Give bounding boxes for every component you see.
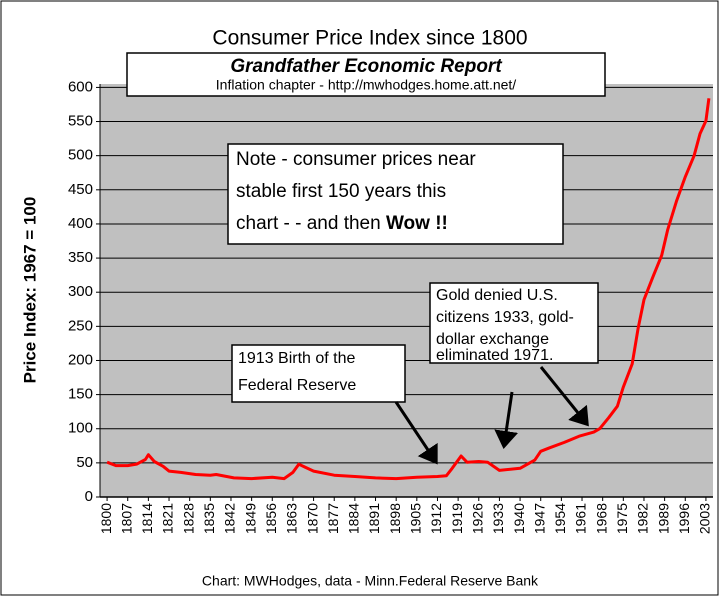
x-tick-label: 1863 bbox=[284, 503, 300, 534]
x-tick-label: 1828 bbox=[180, 503, 196, 534]
subtitle: Grandfather Economic Report bbox=[230, 56, 502, 77]
y-tick-label: 400 bbox=[68, 215, 93, 232]
x-tick-label: 1940 bbox=[511, 503, 527, 534]
y-tick-label: 300 bbox=[68, 283, 93, 300]
x-tick-label: 1961 bbox=[573, 503, 589, 534]
x-tick-label: 1996 bbox=[676, 503, 692, 534]
gold-box bbox=[429, 282, 599, 364]
note-line: Note - consumer prices near bbox=[236, 149, 476, 170]
x-tick-label: 1926 bbox=[469, 503, 485, 534]
y-tick-label: 550 bbox=[68, 113, 93, 130]
y-tick-label: 200 bbox=[68, 351, 93, 368]
x-tick-label: 1905 bbox=[408, 503, 424, 534]
x-tick-label: 1968 bbox=[593, 503, 609, 534]
footer: Chart: MWHodges, data - Minn.Federal Res… bbox=[202, 573, 539, 589]
x-tick-label: 1947 bbox=[531, 503, 547, 534]
annotation-line: citizens 1933, gold- bbox=[436, 309, 574, 326]
subtitle-box bbox=[126, 52, 606, 97]
x-tick-label: 1912 bbox=[428, 503, 444, 534]
y-axis-label: Price Index: 1967 = 100 bbox=[20, 197, 39, 384]
x-tick-label: 1835 bbox=[201, 503, 217, 534]
x-tick-label: 1842 bbox=[222, 503, 238, 534]
arrow bbox=[394, 401, 438, 465]
y-tick-label: 500 bbox=[68, 147, 93, 164]
note-line: stable first 150 years this bbox=[236, 181, 446, 202]
note-line: chart - - and then Wow !! bbox=[236, 213, 448, 234]
x-tick-label: 1954 bbox=[552, 503, 568, 534]
y-tick-label: 450 bbox=[68, 181, 93, 198]
y-tick-label: 100 bbox=[68, 420, 93, 437]
y-tick-label: 0 bbox=[85, 488, 93, 505]
source-line: Inflation chapter - http://mwhodges.home… bbox=[216, 77, 517, 93]
x-tick-label: 1982 bbox=[635, 503, 651, 534]
fed-box bbox=[231, 344, 406, 403]
x-tick-label: 1898 bbox=[387, 503, 403, 534]
annotation-line: Gold denied U.S. bbox=[436, 287, 558, 304]
annotation-line: dollar exchange bbox=[436, 331, 549, 348]
x-tick-label: 1849 bbox=[242, 503, 258, 534]
note-box bbox=[227, 143, 564, 245]
annotation-line: eliminated 1971. bbox=[436, 347, 553, 364]
y-tick-label: 150 bbox=[68, 386, 93, 403]
note-line: chart - - and then bbox=[236, 213, 386, 234]
x-tick-label: 1884 bbox=[346, 503, 362, 534]
cpi-line bbox=[106, 98, 711, 481]
x-tick-label: 1919 bbox=[449, 503, 465, 534]
arrow bbox=[539, 366, 589, 427]
x-tick-label: 1891 bbox=[366, 503, 382, 534]
x-tick-label: 1821 bbox=[160, 503, 176, 534]
y-tick-label: 600 bbox=[68, 78, 93, 95]
x-tick-label: 2003 bbox=[697, 503, 713, 534]
x-tick-label: 1814 bbox=[139, 503, 155, 534]
arrow bbox=[494, 391, 519, 449]
x-tick-label: 1877 bbox=[325, 503, 341, 534]
y-tick-label: 50 bbox=[76, 454, 93, 471]
note-emphasis: Wow !! bbox=[386, 213, 448, 234]
annotation-line: 1913 Birth of the bbox=[238, 350, 356, 367]
x-tick-label: 1989 bbox=[655, 503, 671, 534]
x-tick-label: 1975 bbox=[614, 503, 630, 534]
x-tick-label: 1800 bbox=[98, 503, 114, 534]
x-tick-label: 1807 bbox=[118, 503, 134, 534]
chart-title: Consumer Price Index since 1800 bbox=[212, 27, 527, 50]
x-tick-label: 1870 bbox=[304, 503, 320, 534]
x-tick-label: 1856 bbox=[263, 503, 279, 534]
x-tick-label: 1933 bbox=[490, 503, 506, 534]
y-tick-label: 350 bbox=[68, 249, 93, 266]
annotation-line: Federal Reserve bbox=[238, 377, 356, 394]
y-tick-label: 250 bbox=[68, 317, 93, 334]
